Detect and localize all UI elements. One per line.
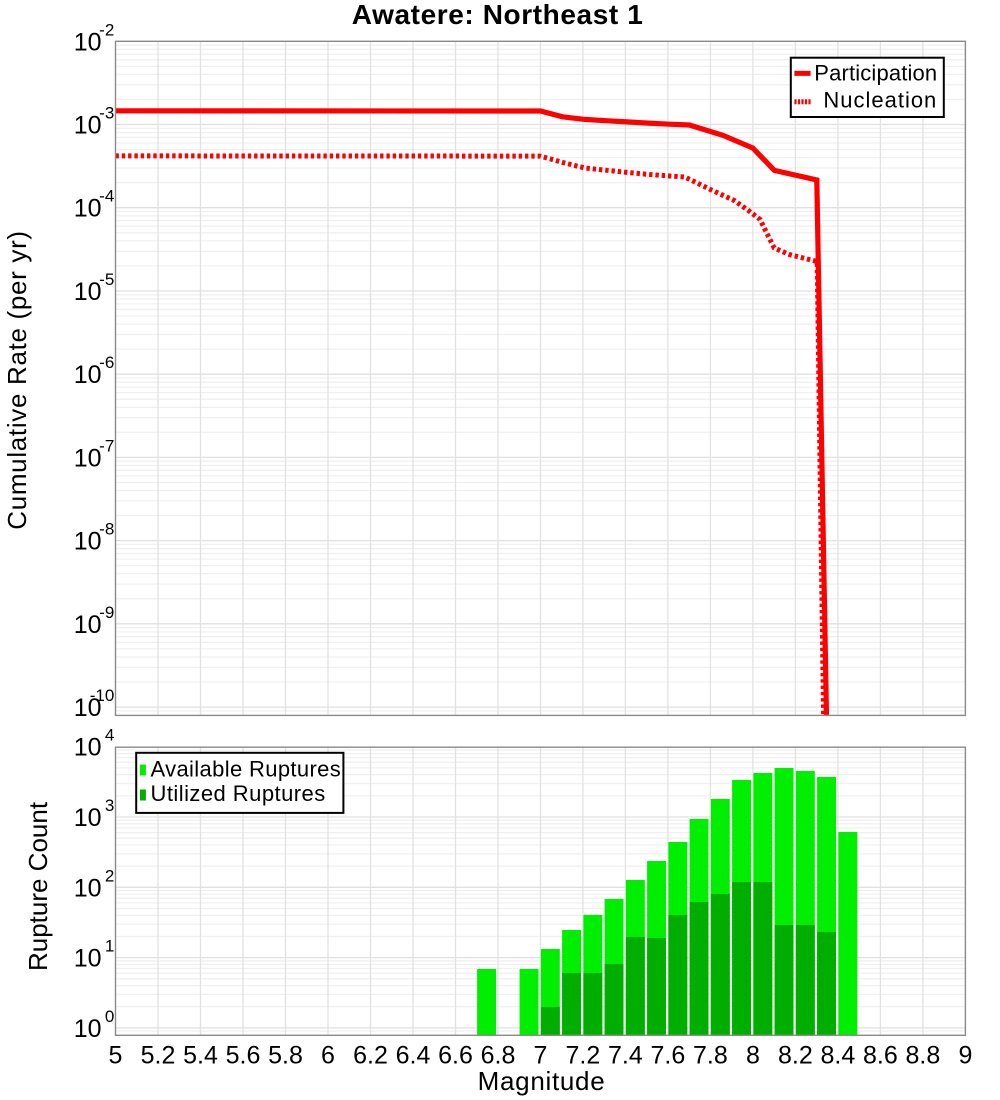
svg-text:10: 10 — [74, 874, 102, 902]
svg-text:-6: -6 — [99, 353, 114, 372]
svg-text:8: 8 — [746, 1041, 760, 1069]
svg-text:8.6: 8.6 — [863, 1041, 898, 1069]
svg-text:Available Ruptures: Available Ruptures — [151, 757, 342, 782]
svg-text:10: 10 — [74, 1015, 102, 1043]
svg-text:3: 3 — [105, 796, 114, 815]
svg-text:-10: -10 — [90, 686, 115, 705]
svg-text:0: 0 — [105, 1007, 114, 1026]
svg-text:10: 10 — [74, 611, 102, 639]
svg-text:-8: -8 — [99, 520, 114, 539]
svg-text:Awatere: Northeast 1: Awatere: Northeast 1 — [352, 0, 644, 30]
svg-text:10: 10 — [74, 278, 102, 306]
svg-text:10: 10 — [74, 694, 102, 722]
svg-text:Magnitude: Magnitude — [478, 1066, 606, 1096]
svg-text:5.8: 5.8 — [268, 1041, 303, 1069]
svg-text:10: 10 — [74, 945, 102, 973]
svg-text:4: 4 — [105, 726, 114, 745]
svg-text:8.2: 8.2 — [778, 1041, 813, 1069]
svg-text:Participation: Participation — [814, 61, 937, 86]
svg-text:9: 9 — [958, 1041, 972, 1069]
svg-text:10: 10 — [74, 361, 102, 389]
svg-text:6.6: 6.6 — [438, 1041, 473, 1069]
svg-text:-5: -5 — [99, 270, 114, 289]
svg-text:10: 10 — [74, 734, 102, 762]
svg-text:-4: -4 — [99, 187, 114, 206]
svg-text:5.6: 5.6 — [226, 1041, 261, 1069]
svg-text:7.4: 7.4 — [608, 1041, 643, 1069]
svg-text:10: 10 — [74, 444, 102, 472]
svg-text:Rupture Count: Rupture Count — [23, 801, 53, 971]
svg-text:8.8: 8.8 — [906, 1041, 941, 1069]
svg-text:Utilized Ruptures: Utilized Ruptures — [151, 781, 326, 806]
svg-text:10: 10 — [74, 28, 102, 56]
svg-text:5.2: 5.2 — [141, 1041, 176, 1069]
svg-text:6.8: 6.8 — [481, 1041, 516, 1069]
svg-text:8.4: 8.4 — [821, 1041, 856, 1069]
svg-text:1: 1 — [105, 937, 114, 956]
svg-text:5: 5 — [109, 1041, 123, 1069]
svg-text:10: 10 — [74, 804, 102, 832]
svg-text:6: 6 — [321, 1041, 335, 1069]
svg-text:Nucleation: Nucleation — [823, 88, 937, 113]
svg-text:-2: -2 — [99, 20, 114, 39]
svg-text:-9: -9 — [99, 603, 114, 622]
svg-text:6.4: 6.4 — [396, 1041, 431, 1069]
svg-text:6.2: 6.2 — [353, 1041, 388, 1069]
svg-text:2: 2 — [105, 866, 114, 885]
svg-text:Cumulative Rate (per yr): Cumulative Rate (per yr) — [2, 230, 32, 530]
svg-text:-7: -7 — [99, 436, 114, 455]
svg-text:10: 10 — [74, 528, 102, 556]
svg-text:-3: -3 — [99, 104, 114, 123]
svg-text:7.6: 7.6 — [651, 1041, 686, 1069]
svg-text:10: 10 — [74, 112, 102, 140]
svg-text:7.2: 7.2 — [566, 1041, 601, 1069]
svg-text:5.4: 5.4 — [183, 1041, 218, 1069]
svg-text:10: 10 — [74, 195, 102, 223]
svg-text:7.8: 7.8 — [693, 1041, 728, 1069]
svg-text:7: 7 — [534, 1041, 548, 1069]
